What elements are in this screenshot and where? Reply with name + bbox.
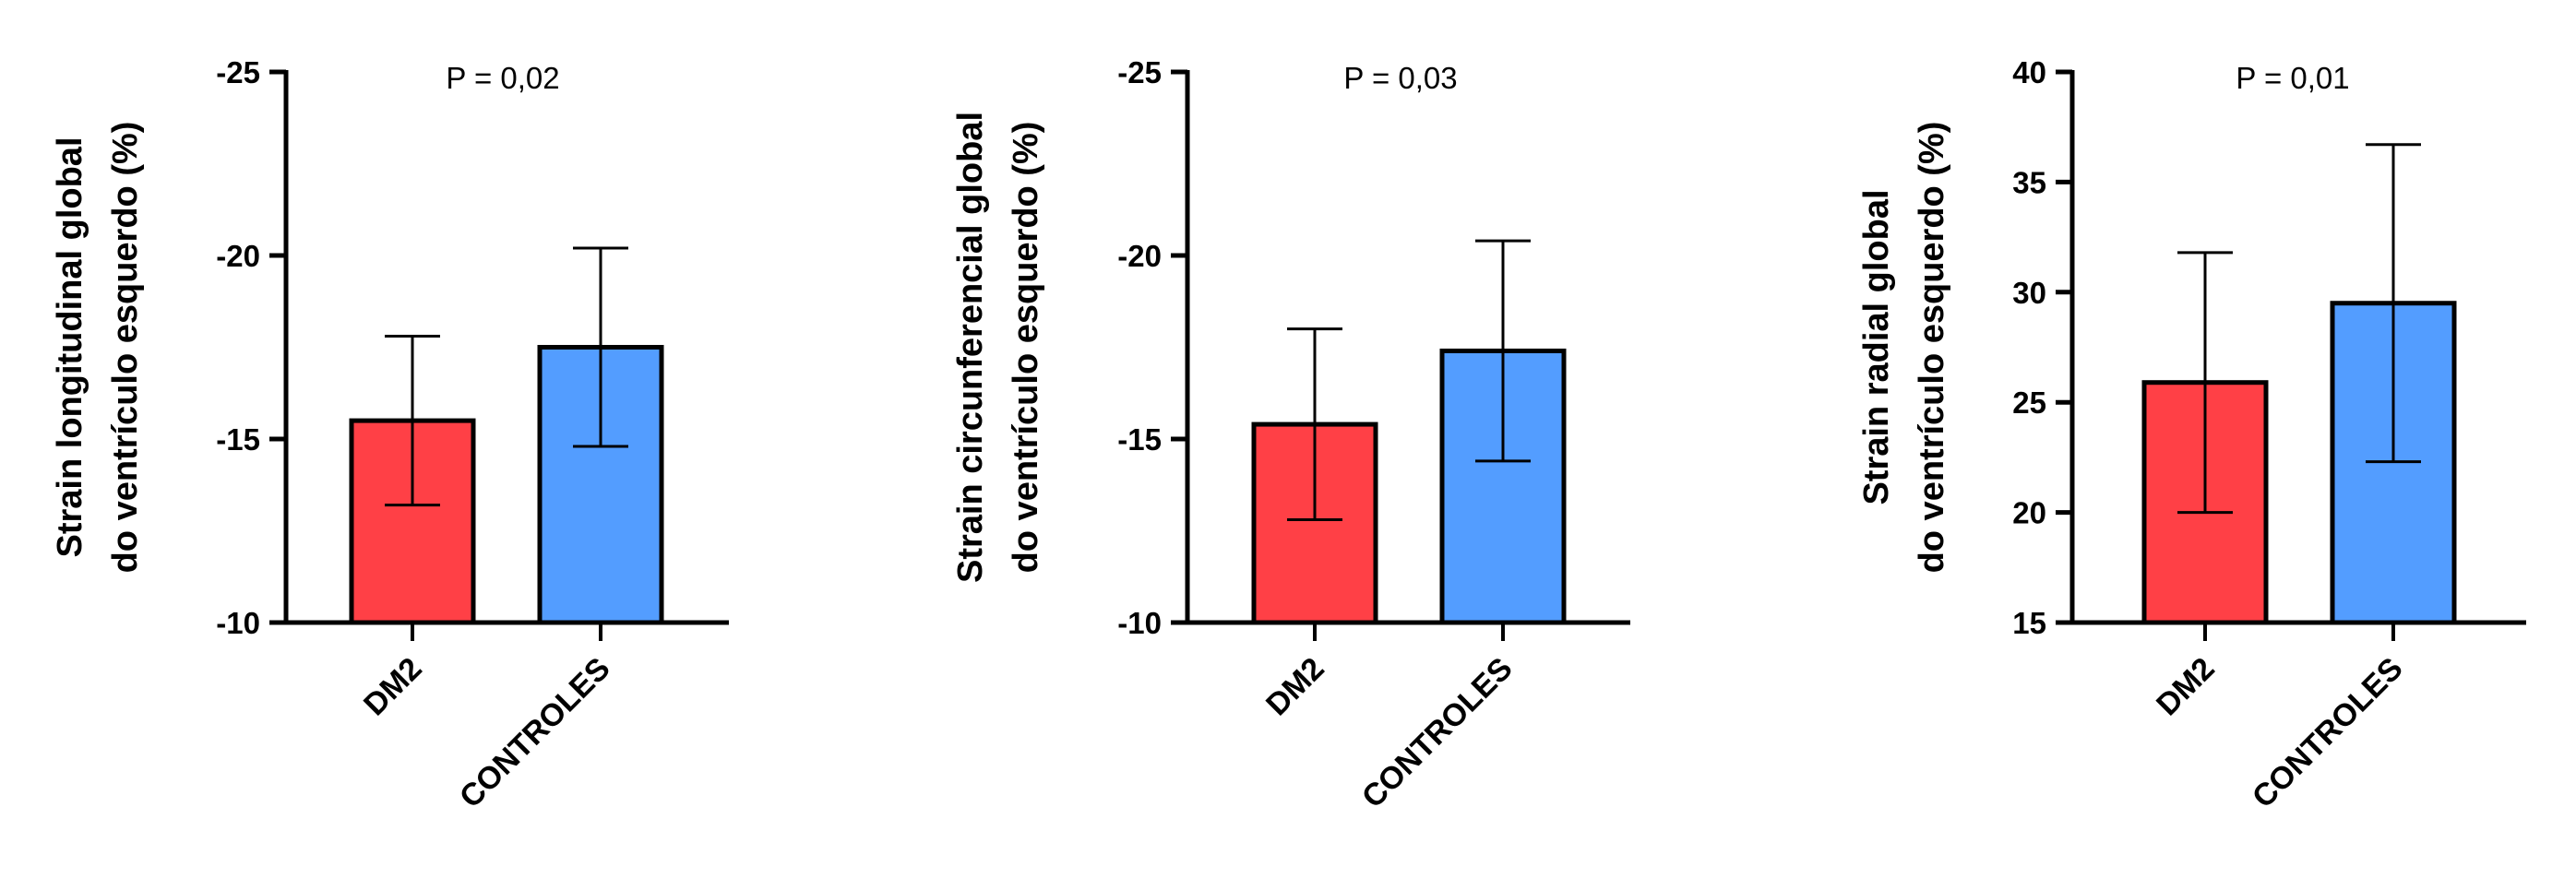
category-label-dm2: DM2: [2150, 651, 2222, 723]
y-tick-label: -10: [1117, 606, 1162, 640]
y-tick-label: -20: [1117, 239, 1162, 273]
y-tick-label: -15: [216, 422, 260, 457]
y-tick-label: 30: [2012, 276, 2046, 310]
p-value-annotation: P = 0,02: [446, 61, 559, 95]
panel-longitudinal-strain: -25 -20 -15 -10 DM2 CONTROLES Strain longitudi…: [51, 55, 729, 815]
y-axis-label-line-2: do ventrículo esquerdo (%): [1007, 122, 1045, 574]
category-label-controles: CONTROLES: [2246, 651, 2410, 815]
category-label-dm2: DM2: [1259, 651, 1331, 723]
y-tick-label: -15: [1117, 422, 1162, 457]
bar-dm2: [1251, 421, 1378, 625]
y-axis-label-line-1: Strain circunferencial global: [951, 112, 990, 583]
p-value-annotation: P = 0,01: [2236, 61, 2349, 95]
y-axis-label-line-1: Strain radial global: [1857, 189, 1896, 504]
y-tick-label: -25: [1117, 55, 1162, 89]
panel-circumferential-strain: -25 -20 -15 -10 DM2 CONTROLES Strain circunfer…: [951, 55, 1630, 815]
y-tick-label: -25: [216, 55, 260, 89]
y-tick-label: -20: [216, 239, 260, 273]
y-axis-label-line-2: do ventrículo esquerdo (%): [1913, 122, 1951, 574]
category-label-dm2: DM2: [357, 651, 429, 723]
y-axis-label-line-2: do ventrículo esquerdo (%): [106, 122, 145, 574]
y-tick-label: -10: [216, 606, 260, 640]
category-label-controles: CONTROLES: [453, 651, 617, 815]
y-tick-label: 40: [2012, 55, 2046, 89]
y-tick-label: 20: [2012, 496, 2046, 530]
panel-radial-strain: 15 20 25 30 35 40 DM2 CONTROLES Strain radial gl…: [1857, 55, 2526, 815]
y-tick-label: 25: [2012, 386, 2046, 420]
p-value-annotation: P = 0,03: [1343, 61, 1457, 95]
category-label-controles: CONTROLES: [1355, 651, 1520, 815]
y-axis-label-line-1: Strain longitudinal global: [51, 137, 89, 558]
y-tick-label: 15: [2012, 606, 2046, 640]
y-tick-label: 35: [2012, 165, 2046, 199]
